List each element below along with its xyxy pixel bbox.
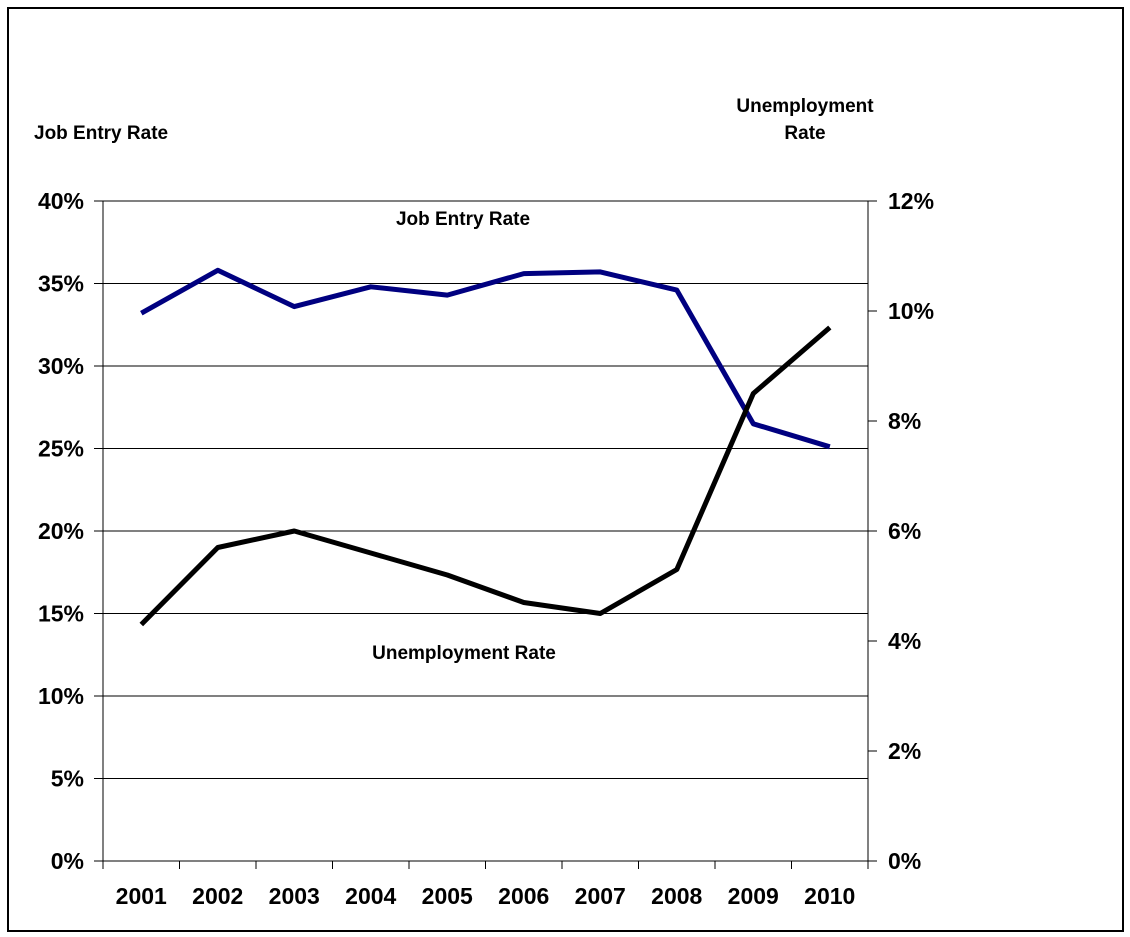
x-axis-tick-label: 2002 xyxy=(192,883,243,909)
left-axis-tick-label: 35% xyxy=(38,271,84,297)
right-axis-title-line2: Rate xyxy=(784,123,825,144)
x-axis-tick-label: 2005 xyxy=(422,883,473,909)
x-axis-tick-label: 2008 xyxy=(651,883,702,909)
right-axis-tick-label: 0% xyxy=(888,848,921,874)
right-axis-tick-label: 2% xyxy=(888,738,921,764)
x-axis-tick-label: 2001 xyxy=(116,883,167,909)
series-lines xyxy=(139,267,832,627)
x-axis-tick-label: 2007 xyxy=(575,883,626,909)
right-axis-title-line1: Unemployment xyxy=(736,96,874,117)
x-axis-tick-label: 2004 xyxy=(345,883,396,909)
chart-text: Job Entry Rate Unemployment Rate Job Ent… xyxy=(34,96,934,909)
right-axis-tick-label: 10% xyxy=(888,298,934,324)
left-axis-tick-label: 40% xyxy=(38,188,84,214)
left-axis-tick-label: 30% xyxy=(38,353,84,379)
right-axis-tick-label: 8% xyxy=(888,408,921,434)
x-axis-tick-label: 2003 xyxy=(269,883,320,909)
left-axis-tick-label: 25% xyxy=(38,436,84,462)
axes xyxy=(94,200,877,869)
left-axis-tick-label: 20% xyxy=(38,518,84,544)
series-line-job-entry-rate xyxy=(140,267,831,450)
x-axis-tick-label: 2010 xyxy=(804,883,855,909)
x-axis-tick-label: 2006 xyxy=(498,883,549,909)
right-axis-tick-label: 6% xyxy=(888,518,921,544)
job-entry-rate-annotation: Job Entry Rate xyxy=(396,209,530,230)
series-line-unemployment-rate xyxy=(139,325,832,627)
left-axis-title: Job Entry Rate xyxy=(34,123,168,144)
chart-frame xyxy=(7,7,1124,932)
left-axis-tick-label: 0% xyxy=(51,848,84,874)
left-axis-tick-label: 15% xyxy=(38,601,84,627)
left-axis-tick-label: 5% xyxy=(51,766,84,792)
left-axis-tick-label: 10% xyxy=(38,683,84,709)
x-axis-tick-label: 2009 xyxy=(728,883,779,909)
right-axis-tick-label: 4% xyxy=(888,628,921,654)
gridlines xyxy=(103,200,868,779)
unemployment-rate-annotation: Unemployment Rate xyxy=(372,643,556,664)
right-axis-tick-label: 12% xyxy=(888,188,934,214)
